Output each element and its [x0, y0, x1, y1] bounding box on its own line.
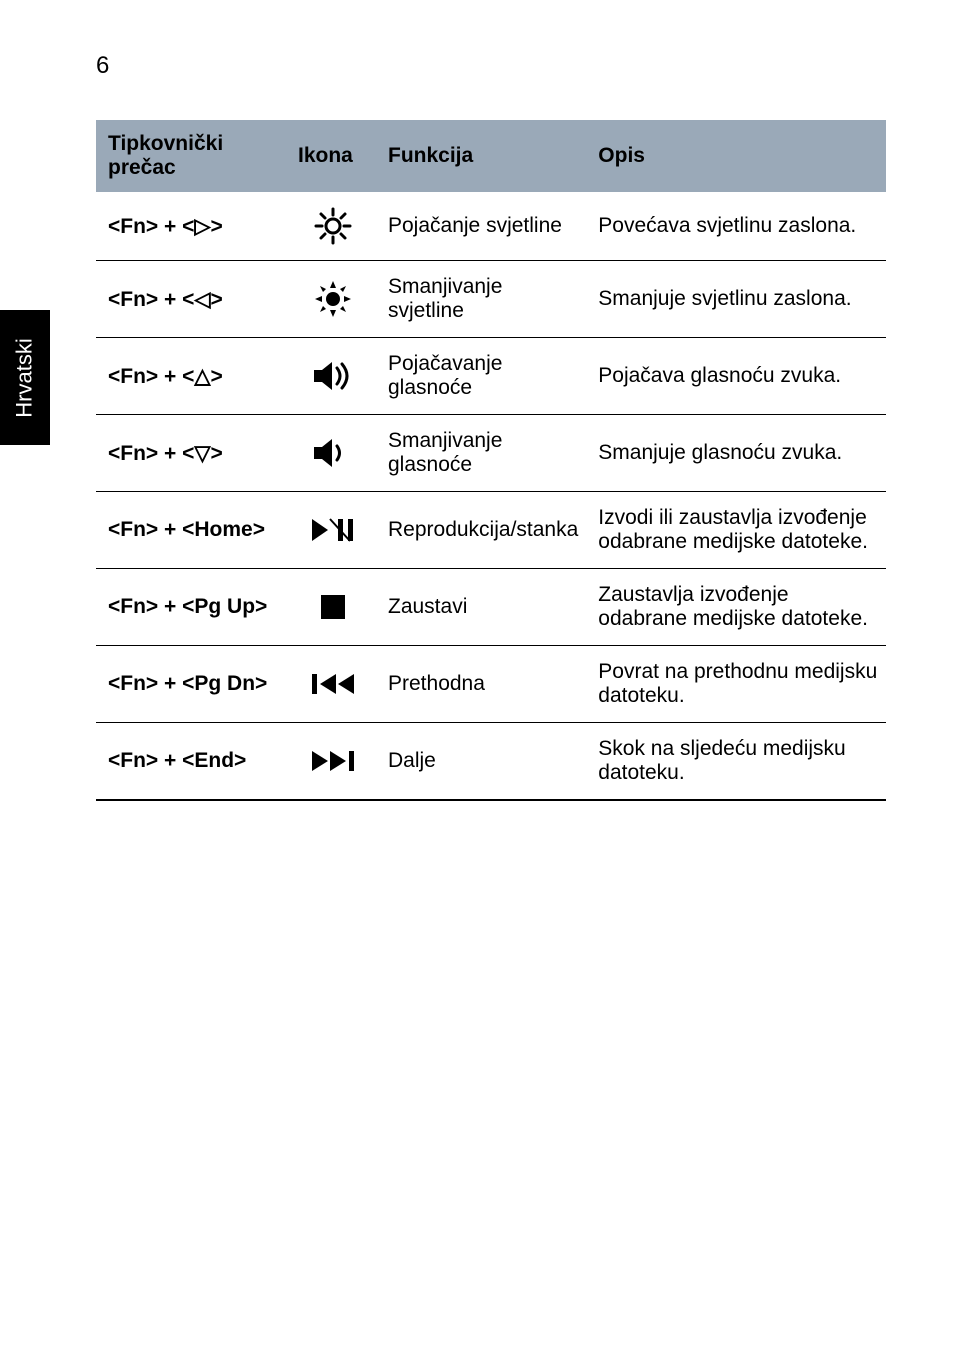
function-cell: Smanjivanje svjetline: [376, 261, 586, 338]
previous-icon: [310, 670, 356, 698]
icon-cell: [286, 415, 376, 492]
table-row: <Fn> + <◁> Smanjivanje svjetline Smanjuj…: [96, 261, 886, 338]
icon-cell: [286, 723, 376, 801]
shortcut-cell: <Fn> + <△>: [96, 338, 286, 415]
brightness-up-icon: [313, 206, 353, 246]
table-header-row: Tipkovnički prečac Ikona Funkcija Opis: [96, 120, 886, 192]
icon-cell: [286, 569, 376, 646]
shortcuts-table-container: Tipkovnički prečac Ikona Funkcija Opis <…: [96, 120, 886, 801]
volume-down-icon: [312, 436, 354, 470]
description-cell: Pojačava glasnoću zvuka.: [586, 338, 886, 415]
function-cell: Reprodukcija/stanka: [376, 492, 586, 569]
icon-cell: [286, 492, 376, 569]
description-cell: Smanjuje svjetlinu zaslona.: [586, 261, 886, 338]
shortcut-cell: <Fn> + <End>: [96, 723, 286, 801]
icon-cell: [286, 338, 376, 415]
table-row: <Fn> + <△> Pojačavanje glasnoće Pojačava…: [96, 338, 886, 415]
language-tab: Hrvatski: [0, 310, 50, 445]
icon-cell: [286, 646, 376, 723]
function-cell: Pojačavanje glasnoće: [376, 338, 586, 415]
description-cell: Skok na sljedeću medijsku datoteku.: [586, 723, 886, 801]
shortcut-cell: <Fn> + <Pg Up>: [96, 569, 286, 646]
icon-cell: [286, 192, 376, 261]
description-cell: Povećava svjetlinu zaslona.: [586, 192, 886, 261]
function-cell: Prethodna: [376, 646, 586, 723]
language-tab-label: Hrvatski: [12, 338, 38, 417]
table-row: <Fn> + <Home> Reprodukcija/stanka Izvodi…: [96, 492, 886, 569]
shortcut-cell: <Fn> + <Pg Dn>: [96, 646, 286, 723]
description-cell: Povrat na prethodnu medijsku datoteku.: [586, 646, 886, 723]
function-cell: Dalje: [376, 723, 586, 801]
function-cell: Smanjivanje glasnoće: [376, 415, 586, 492]
table-row: <Fn> + <Pg Up> Zaustavi Zaustavlja izvođ…: [96, 569, 886, 646]
brightness-down-icon: [313, 279, 353, 319]
table-row: <Fn> + <▽> Smanjivanje glasnoće Smanjuje…: [96, 415, 886, 492]
table-row: <Fn> + <▷> Pojačanje svjetline Povećava …: [96, 192, 886, 261]
icon-cell: [286, 261, 376, 338]
header-description: Opis: [586, 120, 886, 192]
header-shortcut: Tipkovnički prečac: [96, 120, 286, 192]
description-cell: Smanjuje glasnoću zvuka.: [586, 415, 886, 492]
table-row: <Fn> + <Pg Dn> Prethodna Povrat na preth…: [96, 646, 886, 723]
header-icon: Ikona: [286, 120, 376, 192]
stop-icon: [318, 592, 348, 622]
volume-up-icon: [312, 359, 354, 393]
shortcut-cell: <Fn> + <Home>: [96, 492, 286, 569]
shortcut-cell: <Fn> + <▷>: [96, 192, 286, 261]
header-function: Funkcija: [376, 120, 586, 192]
shortcut-cell: <Fn> + <▽>: [96, 415, 286, 492]
function-cell: Zaustavi: [376, 569, 586, 646]
description-cell: Zaustavlja izvođenje odabrane medijske d…: [586, 569, 886, 646]
table-row: <Fn> + <End> Dalje Skok na sljedeću medi…: [96, 723, 886, 801]
next-icon: [310, 747, 356, 775]
shortcut-cell: <Fn> + <◁>: [96, 261, 286, 338]
page-number: 6: [96, 52, 109, 80]
shortcuts-table: Tipkovnički prečac Ikona Funkcija Opis <…: [96, 120, 886, 801]
description-cell: Izvodi ili zaustavlja izvođenje odabrane…: [586, 492, 886, 569]
play-pause-icon: [310, 515, 356, 545]
function-cell: Pojačanje svjetline: [376, 192, 586, 261]
